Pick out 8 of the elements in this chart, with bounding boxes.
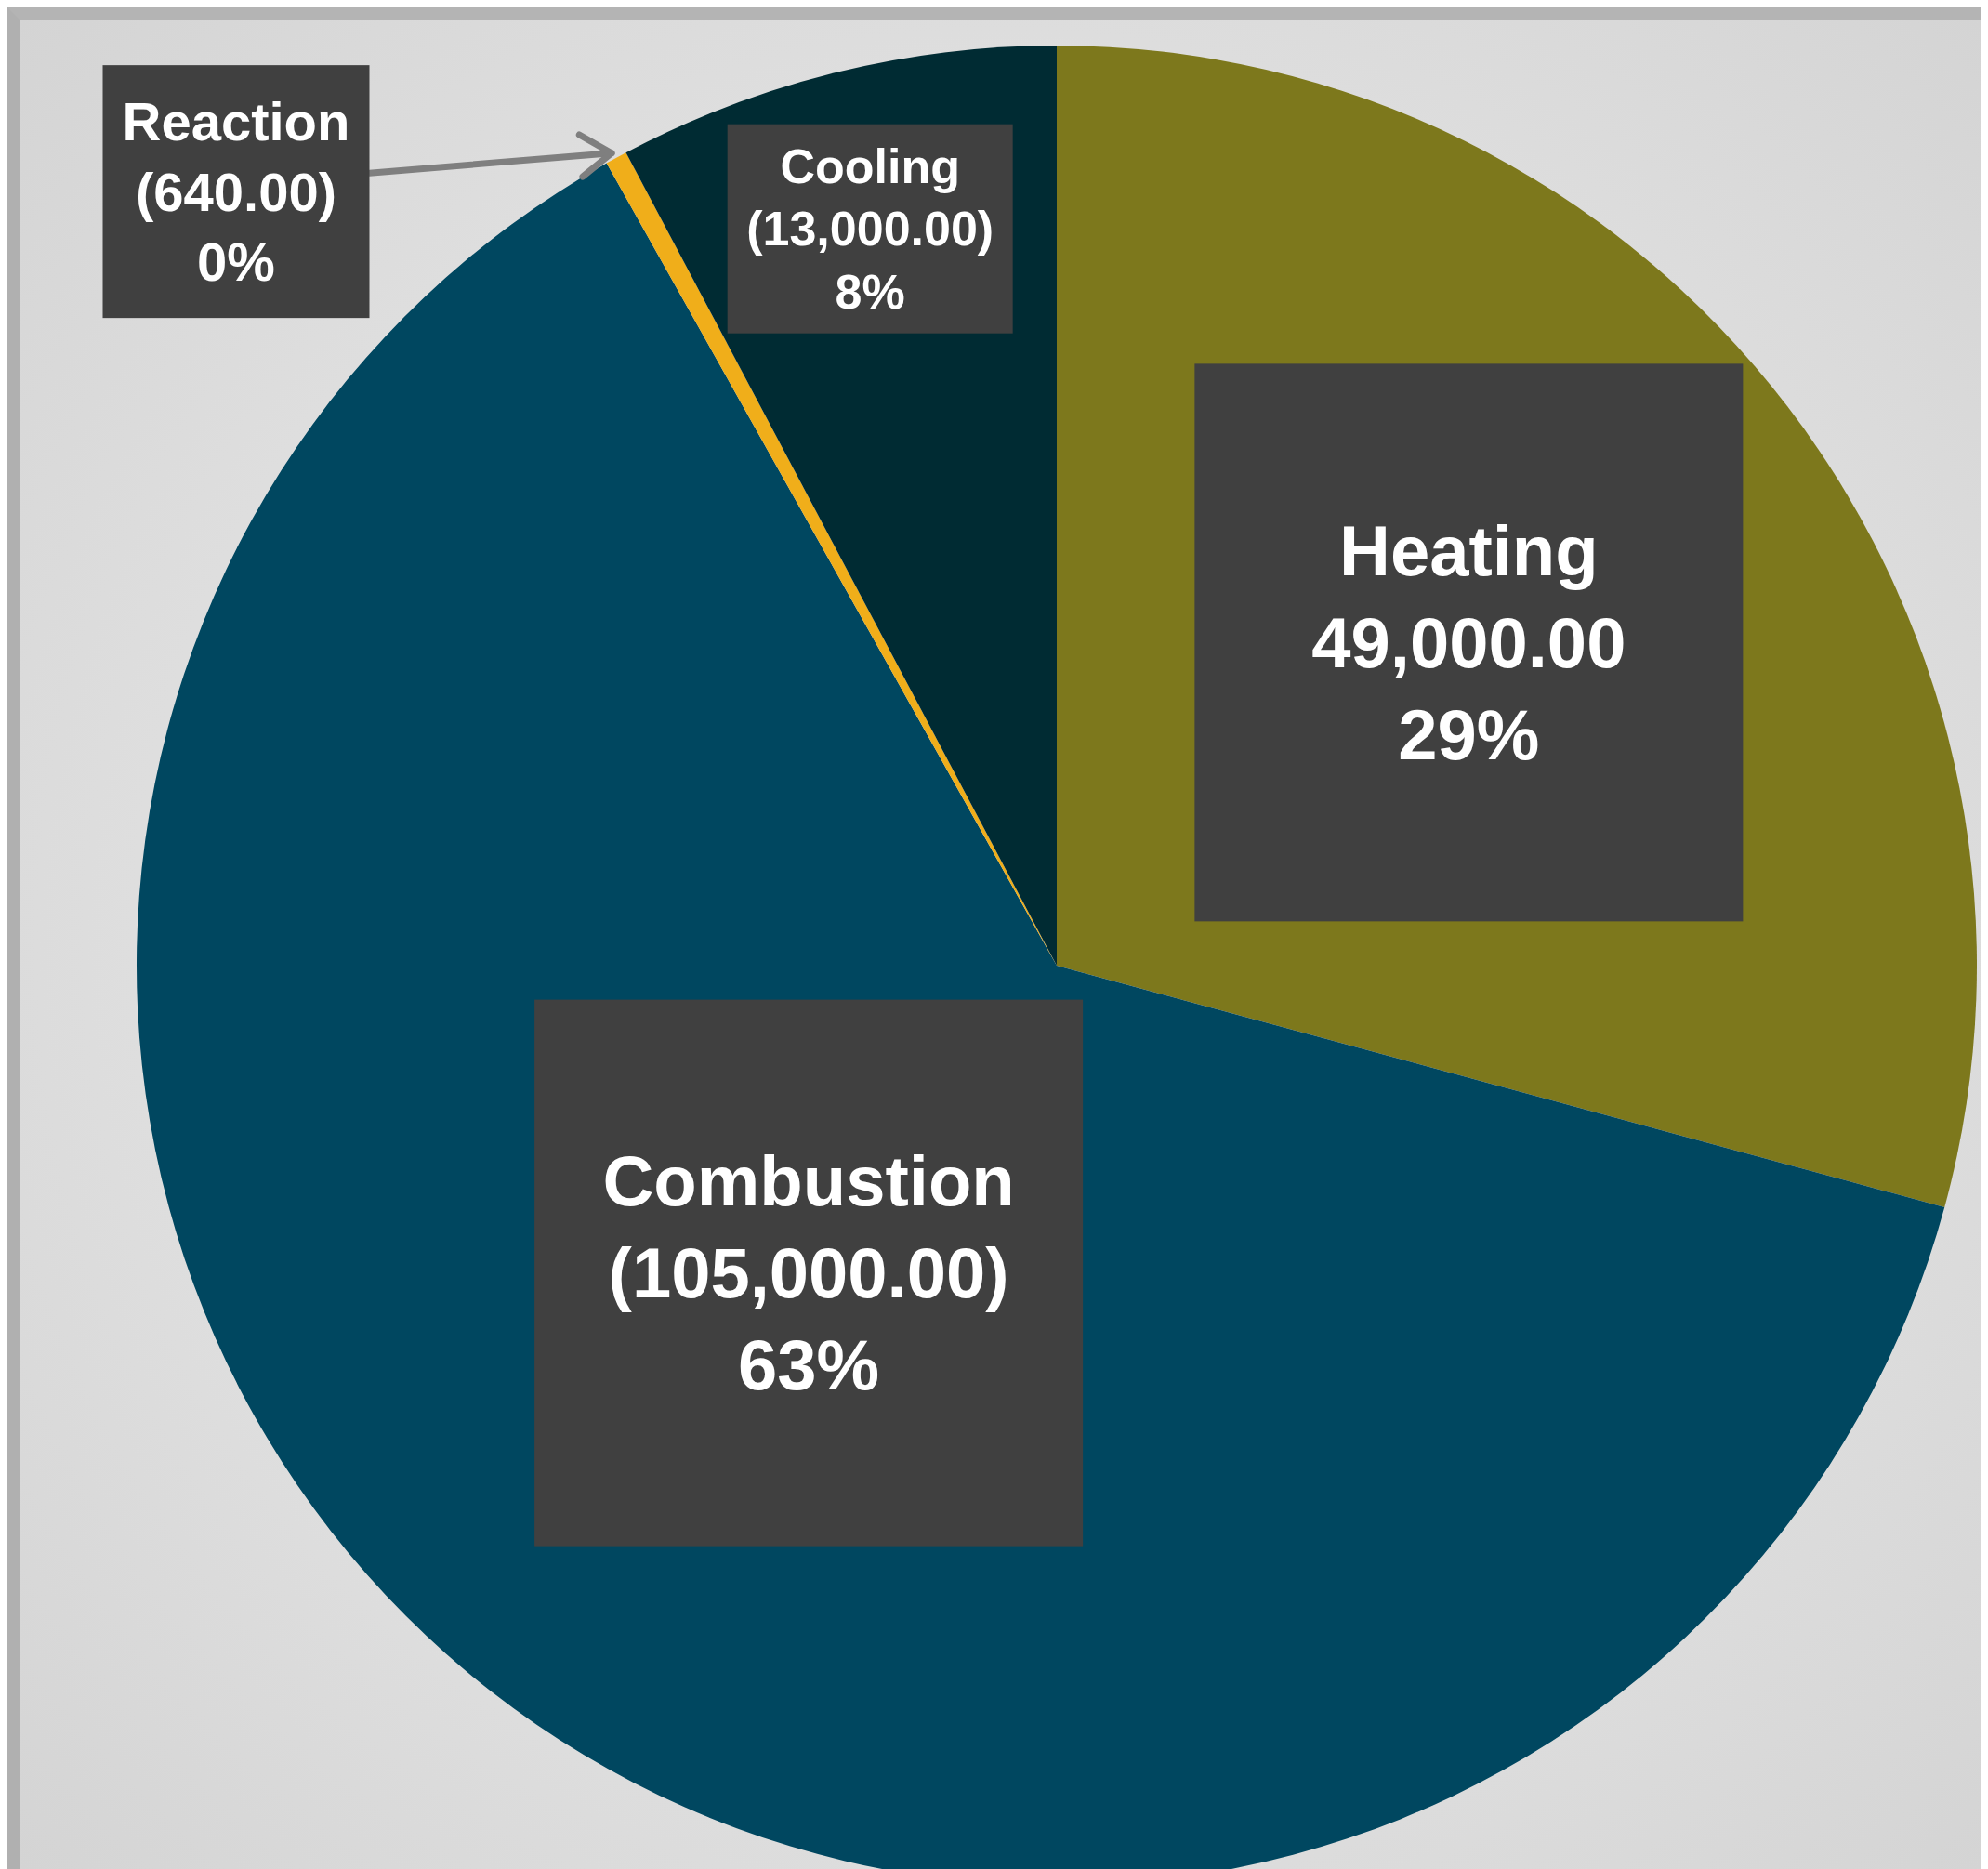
slice-label: Combustion (602, 1141, 1015, 1221)
data-label: 49,000.00 29% (1311, 602, 1626, 774)
slice-label: Heating (1339, 511, 1599, 591)
data-label: (640.00) 0% (135, 161, 337, 293)
slice-label: Cooling (780, 138, 960, 193)
data-label: (13,000.00) 8% (746, 202, 994, 319)
slice-label: Reaction (122, 91, 350, 152)
data-label: (105,000.00) 63% (608, 1233, 1009, 1404)
